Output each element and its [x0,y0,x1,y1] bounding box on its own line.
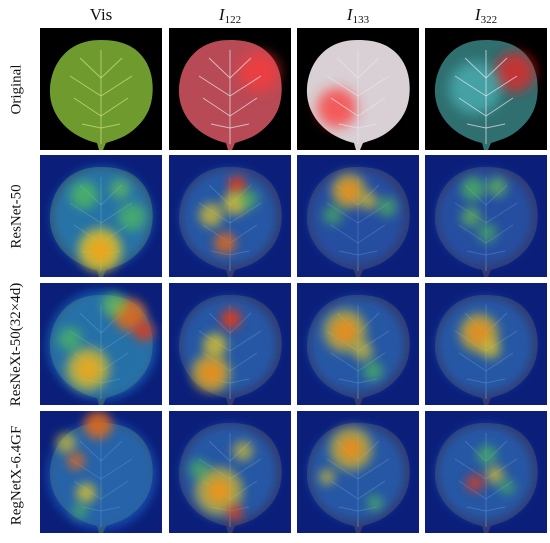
panel-resnet-vis [40,155,162,277]
panel-resnext-i322 [425,283,547,405]
column-header-vis: Vis [89,5,113,24]
row-label-resnext: ResNeXt-50(32×4d) [8,282,25,406]
panel-resnext-i133 [297,283,419,405]
panel-regnet-i122 [169,411,291,533]
column-header-i133: I133 [346,5,370,26]
column-header-i122: I122 [218,5,242,26]
row-label-regnet: RegNetX-6.4GF [8,425,25,525]
panel-regnet-vis [40,411,162,533]
panel-original-i322 [425,28,547,150]
panel-resnet-i133 [297,155,419,277]
panel-resnet-i122 [169,155,291,277]
column-header-i322: I322 [474,5,498,26]
row-label-resnet: ResNet-50 [8,183,25,249]
panel-regnet-i322 [425,411,547,533]
panel-regnet-i133 [297,411,419,533]
panel-original-vis [40,28,162,150]
row-label-original: Original [8,64,25,114]
panel-resnet-i322 [425,155,547,277]
panel-original-i122 [169,28,291,150]
panel-resnext-vis [40,283,162,405]
panel-original-i133 [297,28,419,150]
panel-resnext-i122 [169,283,291,405]
